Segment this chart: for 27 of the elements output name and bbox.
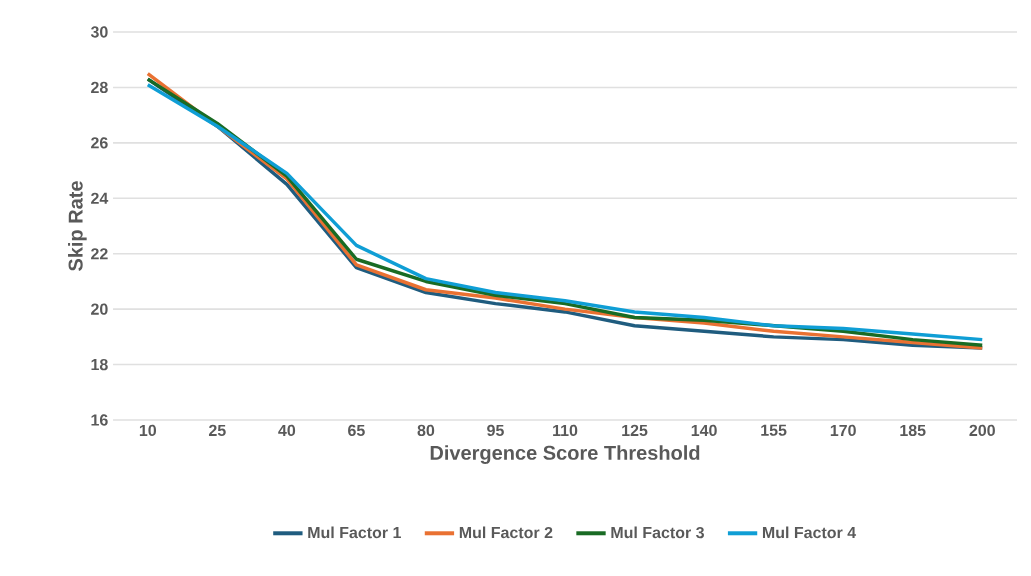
y-tick-label: 30 bbox=[90, 26, 108, 38]
legend-label: Mul Factor 4 bbox=[762, 526, 857, 539]
y-axis-title: Skip Rate bbox=[68, 181, 87, 271]
x-tick-label: 125 bbox=[622, 424, 648, 437]
x-tick-label: 110 bbox=[553, 424, 578, 437]
x-tick-label: 95 bbox=[487, 424, 504, 437]
legend-label: Mul Factor 1 bbox=[308, 526, 401, 539]
x-tick-label: 10 bbox=[139, 424, 157, 437]
y-tick-label: 20 bbox=[91, 303, 108, 315]
x-tick-label: 40 bbox=[278, 424, 296, 437]
x-tick-label: 80 bbox=[417, 424, 435, 437]
x-tick-label: 200 bbox=[969, 424, 995, 437]
x-tick-label: 25 bbox=[208, 424, 226, 437]
y-tick-label: 22 bbox=[91, 248, 108, 260]
legend-label: Mul Factor 3 bbox=[611, 526, 704, 539]
x-tick-label: 170 bbox=[830, 424, 856, 437]
x-tick-label: 65 bbox=[348, 424, 365, 437]
x-tick-label: 185 bbox=[900, 424, 926, 437]
legend-label: Mul Factor 2 bbox=[459, 526, 553, 539]
x-tick-label: 155 bbox=[761, 424, 787, 436]
x-axis-title: Divergence Score Threshold bbox=[430, 445, 700, 464]
y-tick-label: 28 bbox=[91, 81, 108, 94]
y-tick-label: 18 bbox=[91, 358, 108, 371]
y-tick-label: 16 bbox=[91, 414, 108, 426]
y-tick-label: 24 bbox=[91, 192, 109, 204]
x-tick-label: 140 bbox=[691, 424, 717, 437]
y-tick-label: 26 bbox=[91, 137, 108, 149]
